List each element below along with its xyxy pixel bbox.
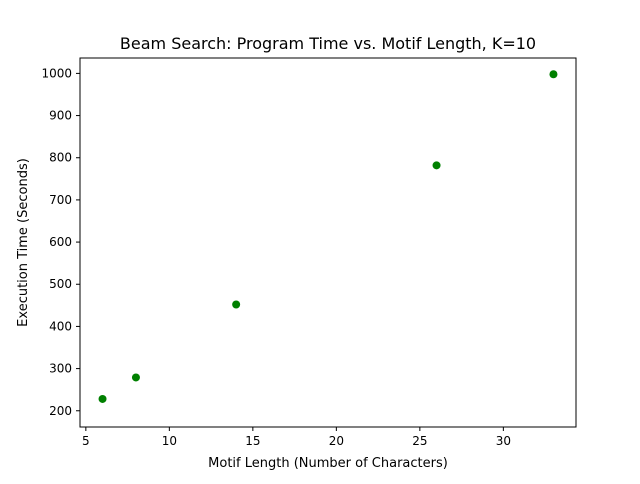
- x-tick-label: 25: [412, 434, 427, 448]
- x-axis-label: Motif Length (Number of Characters): [208, 456, 448, 471]
- y-tick-label: 1000: [41, 66, 72, 80]
- y-axis-label: Execution Time (Seconds): [16, 158, 31, 327]
- y-tick-label: 200: [49, 404, 72, 418]
- x-tick-label: 30: [496, 434, 511, 448]
- x-axis-ticks: 5 10 15 20 25 30: [82, 427, 511, 448]
- data-points: [98, 70, 558, 403]
- data-point: [432, 161, 441, 170]
- y-axis-ticks: 200 300 400 500 600 700 800 900 1000: [41, 66, 80, 418]
- y-tick-label: 400: [49, 319, 72, 333]
- data-point: [549, 70, 558, 79]
- y-tick-label: 900: [49, 109, 72, 123]
- plot-area: [79, 57, 577, 428]
- data-point: [131, 373, 140, 382]
- x-tick-label: 20: [329, 434, 344, 448]
- data-point: [232, 300, 241, 309]
- data-point: [98, 394, 107, 403]
- y-tick-label: 800: [49, 151, 72, 165]
- y-tick-label: 700: [49, 193, 72, 207]
- x-tick-label: 15: [245, 434, 260, 448]
- y-tick-label: 500: [49, 277, 72, 291]
- x-tick-label: 10: [162, 434, 177, 448]
- x-tick-label: 5: [82, 434, 90, 448]
- y-tick-label: 600: [49, 235, 72, 249]
- y-tick-label: 300: [49, 362, 72, 376]
- chart-title: Beam Search: Program Time vs. Motif Leng…: [120, 34, 536, 53]
